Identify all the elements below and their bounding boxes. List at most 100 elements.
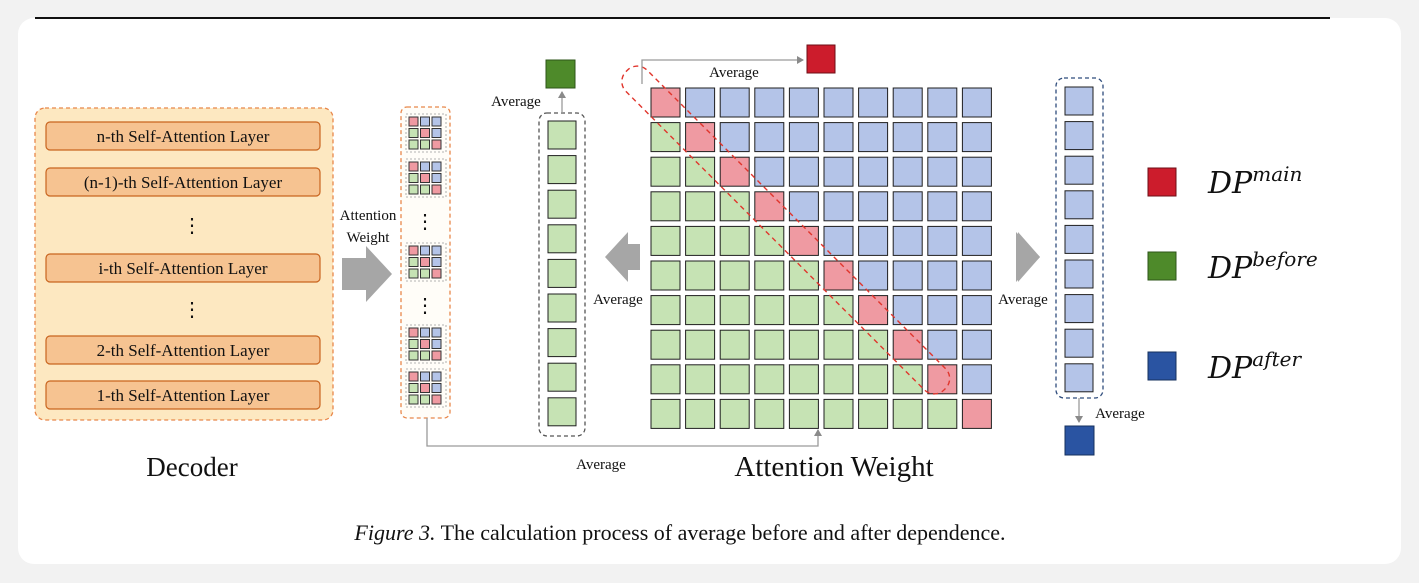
after-cell: [1064, 86, 1094, 116]
mini-matrix-cell: [408, 339, 419, 349]
matrix-cell: [858, 260, 889, 291]
bottom-average-connector: Average: [426, 418, 822, 473]
after-cell: [1064, 121, 1094, 151]
mini-matrix-cell: [408, 245, 419, 256]
mini-matrix-cell: [408, 257, 419, 267]
before-cell: [547, 328, 577, 358]
before-cell: [547, 397, 577, 427]
caption-label: Figure 3.: [354, 520, 436, 545]
layer-weights-stack: ⋮ ⋮: [400, 106, 451, 419]
matrix-cell: [858, 225, 889, 256]
after-column: Average: [1055, 77, 1145, 456]
mini-matrix-cell: [431, 339, 442, 349]
mini-matrix-cell: [408, 327, 419, 338]
matrix-cell: [754, 398, 785, 429]
matrix-cell: [858, 398, 889, 429]
matrix-cell: [788, 329, 819, 360]
matrix-cell: [961, 225, 992, 256]
matrix-cell: [788, 398, 819, 429]
average-top-left-label: Average: [491, 94, 541, 110]
mini-matrix-cell: [408, 394, 419, 405]
matrix-cell: [927, 329, 958, 360]
mini-matrix-cell: [431, 184, 442, 195]
matrix-cell: [719, 260, 750, 291]
matrix-cell: [754, 225, 785, 256]
matrix-cell: [754, 295, 785, 326]
mini-matrix-cell: [420, 184, 430, 195]
matrix-cell: [788, 87, 819, 118]
mini-matrix-cell: [431, 350, 442, 361]
mini-matrix-cell: [420, 350, 430, 361]
mini-matrix-cell: [408, 128, 419, 138]
matrix-cell: [650, 260, 681, 291]
decoder-dots-1: ⋮: [182, 215, 202, 237]
mini-matrix-frame: [405, 324, 447, 364]
decoder-block: n-th Self-Attention Layer (n-1)-th Self-…: [34, 107, 334, 482]
matrix-cell: [892, 87, 923, 118]
matrix-cell: [685, 87, 716, 118]
legend-label-main: DPmain: [1207, 162, 1302, 201]
matrix-cell: [823, 87, 854, 118]
layer-1-label: 1-th Self-Attention Layer: [97, 386, 270, 405]
mini-matrix-cell: [408, 383, 419, 393]
matrix-cell: [892, 122, 923, 153]
mini-matrix-cell: [431, 394, 442, 405]
decoder-dots-2: ⋮: [182, 299, 202, 321]
mini-matrix-cell: [431, 257, 442, 267]
matrix-cell: [650, 225, 681, 256]
matrix-cell: [788, 295, 819, 326]
matrix-cell: [927, 398, 958, 429]
decoder-title: Decoder: [146, 452, 237, 482]
before-cell: [547, 189, 577, 219]
mini-matrix-cell: [420, 383, 430, 393]
matrix-cell: [685, 156, 716, 187]
arrow-label-line2: Weight: [347, 230, 391, 246]
matrix-cell: [685, 329, 716, 360]
matrix-cell: [858, 156, 889, 187]
left-average-arrow: Average: [593, 232, 643, 308]
matrix-cell: [961, 191, 992, 222]
matrix-cell: [961, 295, 992, 326]
before-cell: [547, 362, 577, 392]
mini-matrix-cell: [431, 139, 442, 150]
matrix-cell: [823, 398, 854, 429]
mini-matrix-cell: [420, 257, 430, 267]
caption-text: The calculation process of average befor…: [435, 520, 1006, 545]
left-arrow-icon: [605, 232, 640, 282]
mini-matrix-cell: [420, 394, 430, 405]
matrix-cell: [788, 364, 819, 395]
average-bottom-label: Average: [576, 457, 626, 473]
matrix-cell: [927, 295, 958, 326]
mini-matrix-cell: [431, 245, 442, 256]
matrix-cell: [927, 364, 958, 395]
matrix-cell: [927, 156, 958, 187]
layer-n-1: (n-1)-th Self-Attention Layer: [45, 167, 321, 197]
matrix-cell: [650, 329, 681, 360]
matrix-cell: [858, 364, 889, 395]
matrix-cell: [892, 329, 923, 360]
legend-item-after: DPafter: [1147, 347, 1302, 386]
mini-matrix-cell: [431, 327, 442, 338]
matrix-cell: [961, 364, 992, 395]
matrix-cell: [719, 225, 750, 256]
arrow-label-line1: Attention: [340, 208, 397, 224]
stack-dots-1: ⋮: [415, 211, 435, 233]
mini-matrix-cell: [431, 371, 442, 382]
mini-matrices: [405, 113, 447, 408]
average-right-label: Average: [998, 292, 1048, 308]
matrix-cell: [685, 398, 716, 429]
legend-label-after: DPafter: [1207, 347, 1302, 386]
legend-label-before: DPbefore: [1207, 247, 1318, 286]
mini-matrix-cell: [408, 116, 419, 127]
mini-matrix-cell: [431, 116, 442, 127]
mini-matrix-cell: [431, 383, 442, 393]
matrix-cell: [650, 398, 681, 429]
average-top-main-label: Average: [709, 65, 759, 81]
before-column: Average: [491, 59, 586, 437]
mini-matrix-cell: [408, 350, 419, 361]
matrix-cell: [961, 329, 992, 360]
matrix-cell: [788, 156, 819, 187]
layer-n-1-label: (n-1)-th Self-Attention Layer: [84, 173, 283, 192]
mini-matrix-cell: [408, 161, 419, 172]
